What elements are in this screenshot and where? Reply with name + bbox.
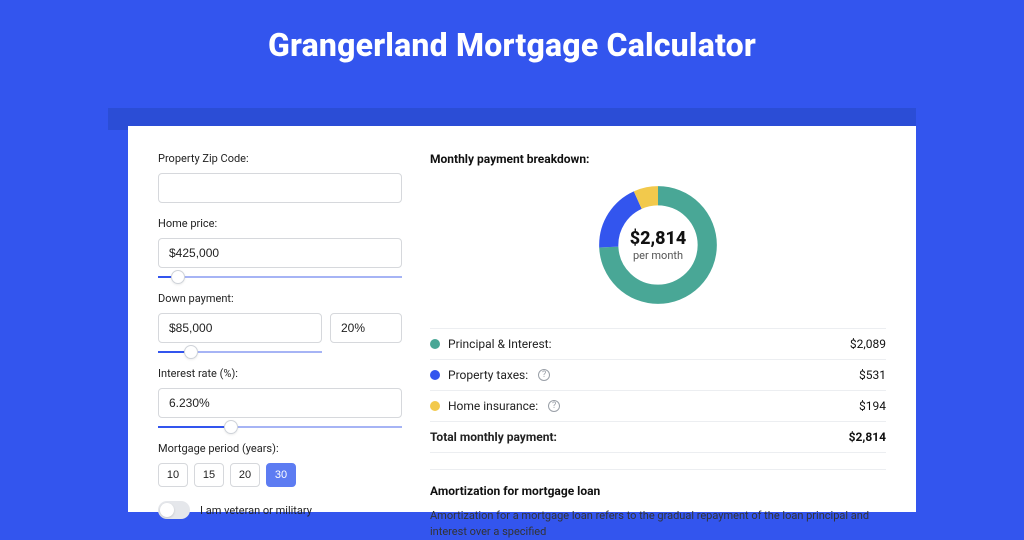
home-price-group: Home price:: [158, 217, 402, 278]
amortization-body: Amortization for a mortgage loan refers …: [430, 508, 886, 540]
down-payment-input[interactable]: [158, 313, 322, 343]
legend-label: Home insurance:: [448, 399, 538, 413]
interest-label: Interest rate (%):: [158, 367, 402, 380]
interest-group: Interest rate (%):: [158, 367, 402, 428]
amortization-section: Amortization for mortgage loan Amortizat…: [430, 469, 886, 540]
down-payment-label: Down payment:: [158, 292, 402, 305]
help-icon[interactable]: ?: [538, 369, 550, 381]
down-payment-group: Down payment:: [158, 292, 402, 353]
form-column: Property Zip Code: Home price: Down paym…: [158, 152, 402, 512]
period-group: Mortgage period (years): 10152030: [158, 442, 402, 487]
period-option-20[interactable]: 20: [230, 463, 260, 487]
interest-input[interactable]: [158, 388, 402, 418]
legend-label: Principal & Interest:: [448, 337, 552, 351]
help-icon[interactable]: ?: [548, 400, 560, 412]
legend-dot: [430, 370, 440, 380]
legend-dot: [430, 401, 440, 411]
toggle-knob: [160, 503, 174, 517]
legend-total-row: Total monthly payment: $2,814: [430, 422, 886, 453]
legend-row: Principal & Interest: $2,089: [430, 328, 886, 360]
donut-wrap: $2,814 per month: [430, 176, 886, 320]
donut-center-sub: per month: [633, 249, 683, 262]
donut-center-value: $2,814: [630, 228, 687, 249]
legend-label: Property taxes:: [448, 368, 528, 382]
calculator-card: Property Zip Code: Home price: Down paym…: [128, 126, 916, 512]
legend-value: $2,089: [850, 337, 886, 351]
zip-label: Property Zip Code:: [158, 152, 402, 165]
legend-total-label: Total monthly payment:: [430, 430, 557, 444]
legend-total-value: $2,814: [849, 430, 886, 444]
down-payment-slider[interactable]: [158, 351, 322, 353]
breakdown-column: Monthly payment breakdown: $2,814 per mo…: [430, 152, 886, 512]
home-price-label: Home price:: [158, 217, 402, 230]
breakdown-title: Monthly payment breakdown:: [430, 152, 886, 166]
veteran-row: I am veteran or military: [158, 501, 402, 519]
home-price-slider[interactable]: [158, 276, 402, 278]
legend-row: Home insurance:? $194: [430, 391, 886, 422]
period-option-10[interactable]: 10: [158, 463, 188, 487]
legend-row: Property taxes:? $531: [430, 360, 886, 391]
veteran-toggle[interactable]: [158, 501, 190, 519]
legend-value: $194: [859, 399, 886, 413]
zip-group: Property Zip Code:: [158, 152, 402, 203]
page-title: Grangerland Mortgage Calculator: [0, 0, 1024, 82]
home-price-input[interactable]: [158, 238, 402, 268]
down-payment-pct-input[interactable]: [330, 313, 402, 343]
zip-input[interactable]: [158, 173, 402, 203]
period-option-15[interactable]: 15: [194, 463, 224, 487]
legend-value: $531: [859, 368, 886, 382]
donut-chart: $2,814 per month: [593, 180, 723, 310]
veteran-label: I am veteran or military: [200, 504, 312, 517]
legend: Principal & Interest: $2,089 Property taxe…: [430, 328, 886, 453]
legend-dot: [430, 339, 440, 349]
amortization-title: Amortization for mortgage loan: [430, 484, 886, 498]
period-options: 10152030: [158, 463, 402, 487]
period-label: Mortgage period (years):: [158, 442, 402, 455]
period-option-30[interactable]: 30: [266, 463, 296, 487]
interest-slider[interactable]: [158, 426, 402, 428]
